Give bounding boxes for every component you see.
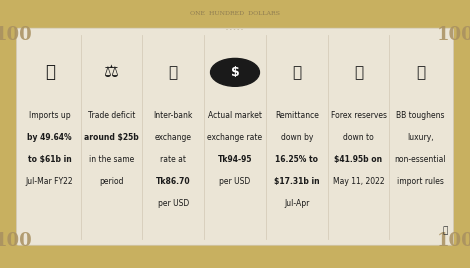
Text: Trade deficit: Trade deficit (88, 111, 135, 120)
Text: Inter-bank: Inter-bank (154, 111, 193, 120)
Text: down by: down by (281, 133, 313, 142)
Text: May 11, 2022: May 11, 2022 (333, 177, 384, 186)
Text: 🏛: 🏛 (416, 65, 425, 80)
Text: 🚛: 🚛 (45, 63, 55, 81)
Text: 💱: 💱 (292, 65, 301, 80)
Text: ONE  HUNDRED  DOLLARS: ONE HUNDRED DOLLARS (190, 11, 280, 16)
Text: around $25b: around $25b (84, 133, 139, 142)
Text: 100: 100 (0, 232, 33, 250)
Text: luxury,: luxury, (407, 133, 434, 142)
Text: 100: 100 (437, 232, 470, 250)
Text: $41.95b on: $41.95b on (335, 155, 383, 164)
Text: by 49.64%: by 49.64% (27, 133, 72, 142)
Text: down to: down to (343, 133, 374, 142)
Text: import rules: import rules (397, 177, 444, 186)
Text: 16.25% to: 16.25% to (275, 155, 318, 164)
Text: to $61b in: to $61b in (28, 155, 71, 164)
Text: Actual market: Actual market (208, 111, 262, 120)
Text: 100: 100 (437, 26, 470, 44)
Text: per USD: per USD (157, 199, 189, 208)
Text: Forex reserves: Forex reserves (330, 111, 386, 120)
Text: 🏦: 🏦 (169, 65, 178, 80)
Text: $17.31b in: $17.31b in (274, 177, 320, 186)
Text: period: period (99, 177, 124, 186)
Text: ⚖: ⚖ (104, 63, 119, 81)
Text: Tk86.70: Tk86.70 (156, 177, 190, 186)
Text: - - - - -: - - - - - (227, 27, 243, 32)
FancyBboxPatch shape (16, 28, 454, 245)
Text: Jul-Mar FY22: Jul-Mar FY22 (26, 177, 73, 186)
Text: 👍: 👍 (354, 65, 363, 80)
Text: exchange rate: exchange rate (207, 133, 263, 142)
Text: $: $ (231, 66, 239, 79)
Text: in the same: in the same (89, 155, 134, 164)
Text: Imports up: Imports up (29, 111, 70, 120)
Text: Remittance: Remittance (275, 111, 319, 120)
Text: 100: 100 (0, 26, 33, 44)
Circle shape (211, 58, 259, 86)
Text: per USD: per USD (219, 177, 251, 186)
Text: non-essential: non-essential (394, 155, 446, 164)
Text: Tk94-95: Tk94-95 (218, 155, 252, 164)
Text: BB toughens: BB toughens (396, 111, 445, 120)
Text: rate at: rate at (160, 155, 186, 164)
Text: Ⓑ: Ⓑ (442, 226, 448, 235)
Text: Jul-Apr: Jul-Apr (284, 199, 309, 208)
Text: exchange: exchange (155, 133, 192, 142)
